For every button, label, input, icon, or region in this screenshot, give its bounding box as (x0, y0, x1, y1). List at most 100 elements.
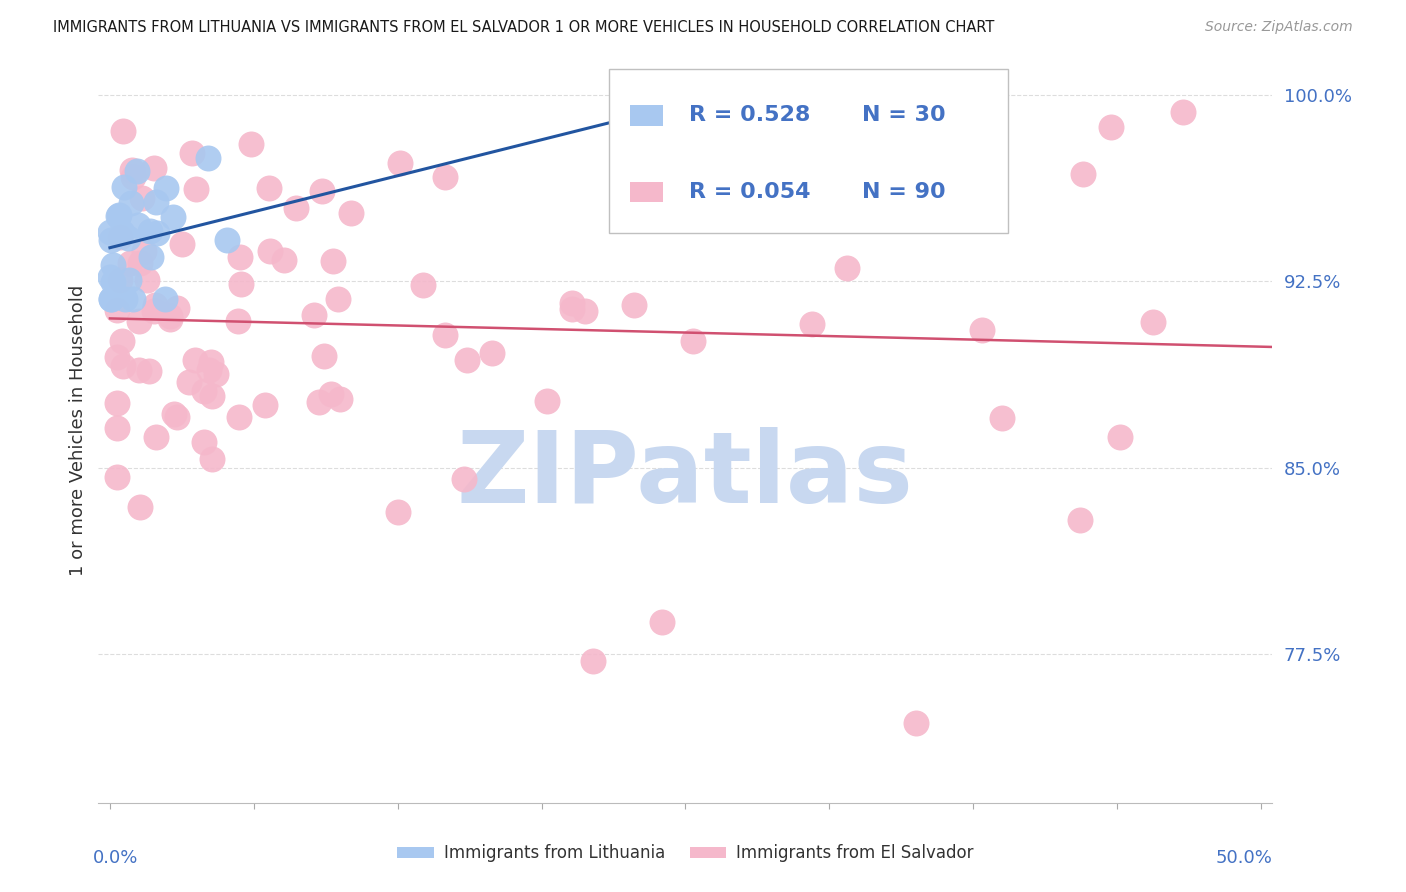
Point (387, 505, 409, 519)
Point (111, 124, 134, 138)
Point (1171, 105, 1194, 120)
Point (98, 225, 121, 239)
Point (101, 258, 124, 272)
Point (322, 254, 344, 268)
Point (142, 304, 165, 318)
Point (259, 181, 281, 195)
Text: Source: ZipAtlas.com: Source: ZipAtlas.com (1205, 20, 1353, 34)
Point (127, 218, 149, 232)
Point (197, 152, 219, 166)
Point (159, 309, 181, 323)
Point (1069, 513, 1091, 527)
Point (1099, 120, 1122, 135)
Point (105, 351, 128, 365)
Text: IMMIGRANTS FROM LITHUANIA VS IMMIGRANTS FROM EL SALVADOR 1 OR MORE VEHICLES IN H: IMMIGRANTS FROM LITHUANIA VS IMMIGRANTS … (53, 20, 995, 35)
Text: R = 0.054: R = 0.054 (689, 182, 810, 202)
Point (117, 231, 139, 245)
Point (709, 93, 731, 107)
Text: 0.0%: 0.0% (93, 849, 138, 867)
Point (101, 275, 124, 289)
Point (340, 206, 363, 220)
Point (166, 301, 188, 315)
Point (121, 292, 143, 306)
Point (229, 250, 252, 264)
Point (200, 355, 222, 369)
Point (139, 224, 162, 238)
Point (329, 392, 352, 406)
Point (1108, 430, 1130, 444)
Point (433, 328, 456, 343)
Point (1142, 315, 1164, 329)
Point (180, 145, 202, 160)
Legend: Immigrants from Lithuania, Immigrants from El Salvador: Immigrants from Lithuania, Immigrants fr… (391, 838, 980, 869)
Y-axis label: 1 or more Vehicles in Household: 1 or more Vehicles in Household (69, 285, 87, 576)
Point (118, 255, 141, 269)
Point (204, 367, 226, 381)
Point (141, 250, 163, 264)
Point (561, 295, 583, 310)
Point (302, 308, 325, 322)
Point (193, 384, 215, 399)
Point (125, 164, 148, 178)
Point (163, 407, 186, 421)
Point (453, 472, 475, 486)
Point (145, 430, 167, 444)
Point (228, 410, 250, 425)
Point (326, 292, 349, 306)
Point (433, 170, 456, 185)
Point (193, 434, 215, 449)
Point (135, 273, 157, 287)
Point (111, 359, 134, 374)
Point (388, 156, 411, 170)
Point (105, 420, 128, 434)
Point (201, 389, 224, 403)
Point (259, 244, 281, 259)
Point (131, 191, 153, 205)
Point (110, 230, 132, 244)
Point (456, 352, 478, 367)
Text: N = 90: N = 90 (862, 182, 945, 202)
Point (146, 227, 169, 241)
Point (112, 180, 135, 194)
Point (217, 233, 239, 247)
Point (98, 269, 121, 284)
Point (229, 277, 252, 291)
Point (128, 362, 150, 376)
Point (801, 318, 824, 332)
Point (226, 314, 249, 328)
Point (120, 196, 142, 211)
Point (201, 452, 224, 467)
Point (311, 184, 333, 198)
Point (107, 210, 129, 224)
Point (111, 334, 134, 349)
Point (121, 162, 143, 177)
Point (574, 303, 596, 318)
Point (108, 208, 131, 222)
Point (183, 353, 205, 368)
Text: R = 0.528: R = 0.528 (689, 105, 810, 126)
Point (186, 182, 208, 196)
Point (319, 387, 342, 401)
Point (166, 409, 188, 424)
Point (1071, 167, 1094, 181)
FancyBboxPatch shape (630, 182, 664, 202)
Point (651, 615, 673, 629)
Text: N = 30: N = 30 (862, 105, 945, 126)
Point (991, 411, 1014, 425)
Point (129, 256, 152, 270)
Point (623, 298, 645, 312)
Point (143, 298, 166, 312)
Point (170, 237, 193, 252)
Point (111, 225, 134, 239)
Point (105, 469, 128, 483)
Point (481, 346, 503, 360)
Point (100, 292, 122, 306)
Point (159, 311, 181, 326)
Point (582, 654, 605, 668)
Point (128, 314, 150, 328)
Point (308, 395, 330, 409)
Point (536, 394, 558, 409)
Point (716, 93, 738, 107)
Point (118, 273, 141, 287)
Point (723, 83, 745, 97)
